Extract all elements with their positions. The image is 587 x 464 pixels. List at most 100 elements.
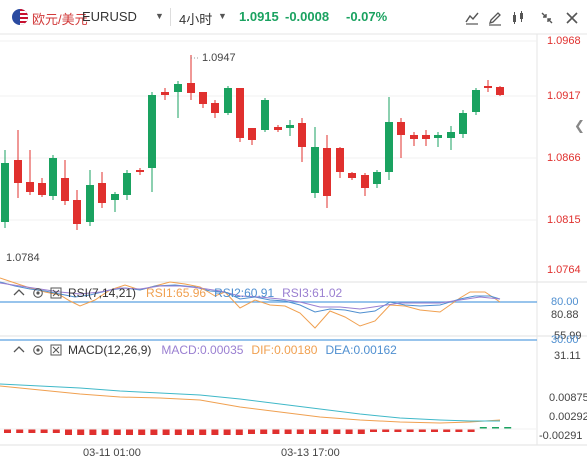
candles	[1, 55, 504, 230]
candle-body[interactable]	[148, 95, 156, 168]
candle-body[interactable]	[1, 163, 9, 222]
candle-body[interactable]	[459, 113, 467, 134]
candle-body[interactable]	[422, 135, 430, 139]
indicator-icon[interactable]	[462, 8, 482, 28]
macd-bar	[443, 429, 451, 432]
candle-body[interactable]	[161, 92, 169, 95]
candle-body[interactable]	[472, 90, 480, 112]
candle-body[interactable]	[410, 135, 418, 139]
price-axis-label-3: 1.0815	[547, 214, 581, 226]
candle-body[interactable]	[211, 103, 219, 113]
price-axis-label-1: 1.0917	[547, 90, 581, 102]
candle-body[interactable]	[261, 100, 269, 130]
rsi-axis-label-4: 31.11	[554, 350, 581, 362]
macd-histogram	[4, 427, 512, 435]
rsi-axis-label-2: 55.99	[554, 330, 582, 342]
candle-body[interactable]	[248, 128, 256, 140]
macd-bar	[138, 429, 146, 435]
macd-bar	[101, 429, 109, 435]
high-price-label: 1.0947	[202, 52, 236, 64]
candle-body[interactable]	[336, 148, 344, 172]
timeframe-dropdown-icon[interactable]: ▼	[218, 11, 227, 21]
chart-header: 欧元/美元 EURUSD ▼ 4小时 ▼ 1.0915 -0.0008 -0.0…	[0, 0, 587, 34]
symbol-name-cn[interactable]: 欧元/美元	[32, 12, 88, 27]
indicator-settings-icon[interactable]	[32, 287, 44, 299]
macd-axis-label-0: 0.00875	[549, 392, 587, 404]
macd-bar	[260, 429, 268, 434]
candle-body[interactable]	[73, 200, 81, 224]
candle-body[interactable]	[496, 87, 504, 95]
macd-axis-label-2: -0.00291	[539, 430, 583, 442]
price-change: -0.0008	[285, 9, 330, 24]
hide-indicator-icon[interactable]	[12, 345, 26, 355]
macd-bar	[296, 429, 304, 434]
candle-body[interactable]	[434, 135, 442, 138]
rsi1-value: RSI1:65.96	[146, 286, 207, 300]
candle-body[interactable]	[397, 122, 405, 135]
price-axis-label-2: 1.0866	[547, 152, 581, 164]
indicator-close-icon[interactable]	[50, 287, 62, 299]
candle-body[interactable]	[111, 194, 119, 200]
macd-bar	[431, 429, 438, 432]
candle-body[interactable]	[236, 88, 244, 138]
candle-body[interactable]	[361, 175, 369, 188]
macd-bar	[187, 429, 194, 435]
candle-body[interactable]	[98, 183, 106, 203]
indicator-close-icon[interactable]	[50, 344, 62, 356]
candle-body[interactable]	[61, 178, 69, 201]
macd-bar	[406, 429, 414, 432]
macd-bar	[89, 429, 97, 435]
dif-value: DIF:0.00180	[251, 343, 318, 357]
candle-body[interactable]	[199, 92, 207, 104]
macd-title: MACD(12,26,9)	[68, 343, 152, 357]
macd-bar	[211, 429, 219, 435]
rsi-axis-label-1: 80.88	[551, 309, 579, 321]
candle-body[interactable]	[38, 183, 46, 195]
macd-bar	[394, 429, 402, 432]
candle-body[interactable]	[298, 123, 306, 147]
rsi-title: RSI(7,14,21)	[68, 286, 137, 300]
candle-body[interactable]	[26, 182, 34, 192]
close-icon[interactable]	[562, 8, 582, 28]
candle-body[interactable]	[385, 122, 393, 172]
macd-bar	[4, 429, 11, 433]
macd-bar	[52, 429, 60, 433]
price-axis-label-0: 1.0968	[547, 35, 581, 47]
candle-body[interactable]	[86, 185, 94, 222]
rsi-axis-label-0: 80.00	[551, 296, 579, 308]
candle-body[interactable]	[311, 147, 319, 193]
candle-body[interactable]	[286, 125, 294, 128]
candle-body[interactable]	[348, 173, 356, 178]
time-axis-label-0: 03-11 01:00	[83, 447, 141, 459]
candle-body[interactable]	[123, 173, 131, 195]
macd-bar	[40, 429, 48, 433]
candle-body[interactable]	[174, 84, 182, 92]
macd-axis-label-1: 0.00292	[549, 411, 587, 423]
macd-bar	[333, 429, 341, 434]
candle-body[interactable]	[49, 158, 57, 196]
candle-body[interactable]	[136, 170, 144, 172]
price-axis-label-4: 1.0764	[547, 264, 581, 276]
expand-panel-icon[interactable]: ❮	[574, 118, 585, 133]
candle-body[interactable]	[447, 132, 455, 138]
macd-bar	[174, 429, 182, 435]
candle-body[interactable]	[14, 160, 22, 183]
candle-body[interactable]	[187, 83, 195, 93]
drawing-icon[interactable]	[485, 8, 505, 28]
symbol-code[interactable]: EURUSD	[82, 9, 137, 24]
collapse-icon[interactable]	[537, 8, 557, 28]
macd-bar	[321, 429, 329, 434]
candle-body[interactable]	[323, 148, 331, 196]
hide-indicator-icon[interactable]	[12, 288, 26, 298]
candle-body[interactable]	[373, 172, 381, 184]
symbol-dropdown-icon[interactable]: ▼	[155, 11, 164, 21]
indicator-settings-icon[interactable]	[32, 344, 44, 356]
candle-type-icon[interactable]	[508, 8, 528, 28]
rsi3-line	[0, 282, 501, 310]
candle-body[interactable]	[224, 88, 232, 113]
candle-body[interactable]	[274, 127, 282, 130]
timeframe-selector[interactable]: 4小时	[179, 12, 213, 27]
dif-line	[0, 385, 501, 424]
candle-body[interactable]	[484, 86, 492, 88]
